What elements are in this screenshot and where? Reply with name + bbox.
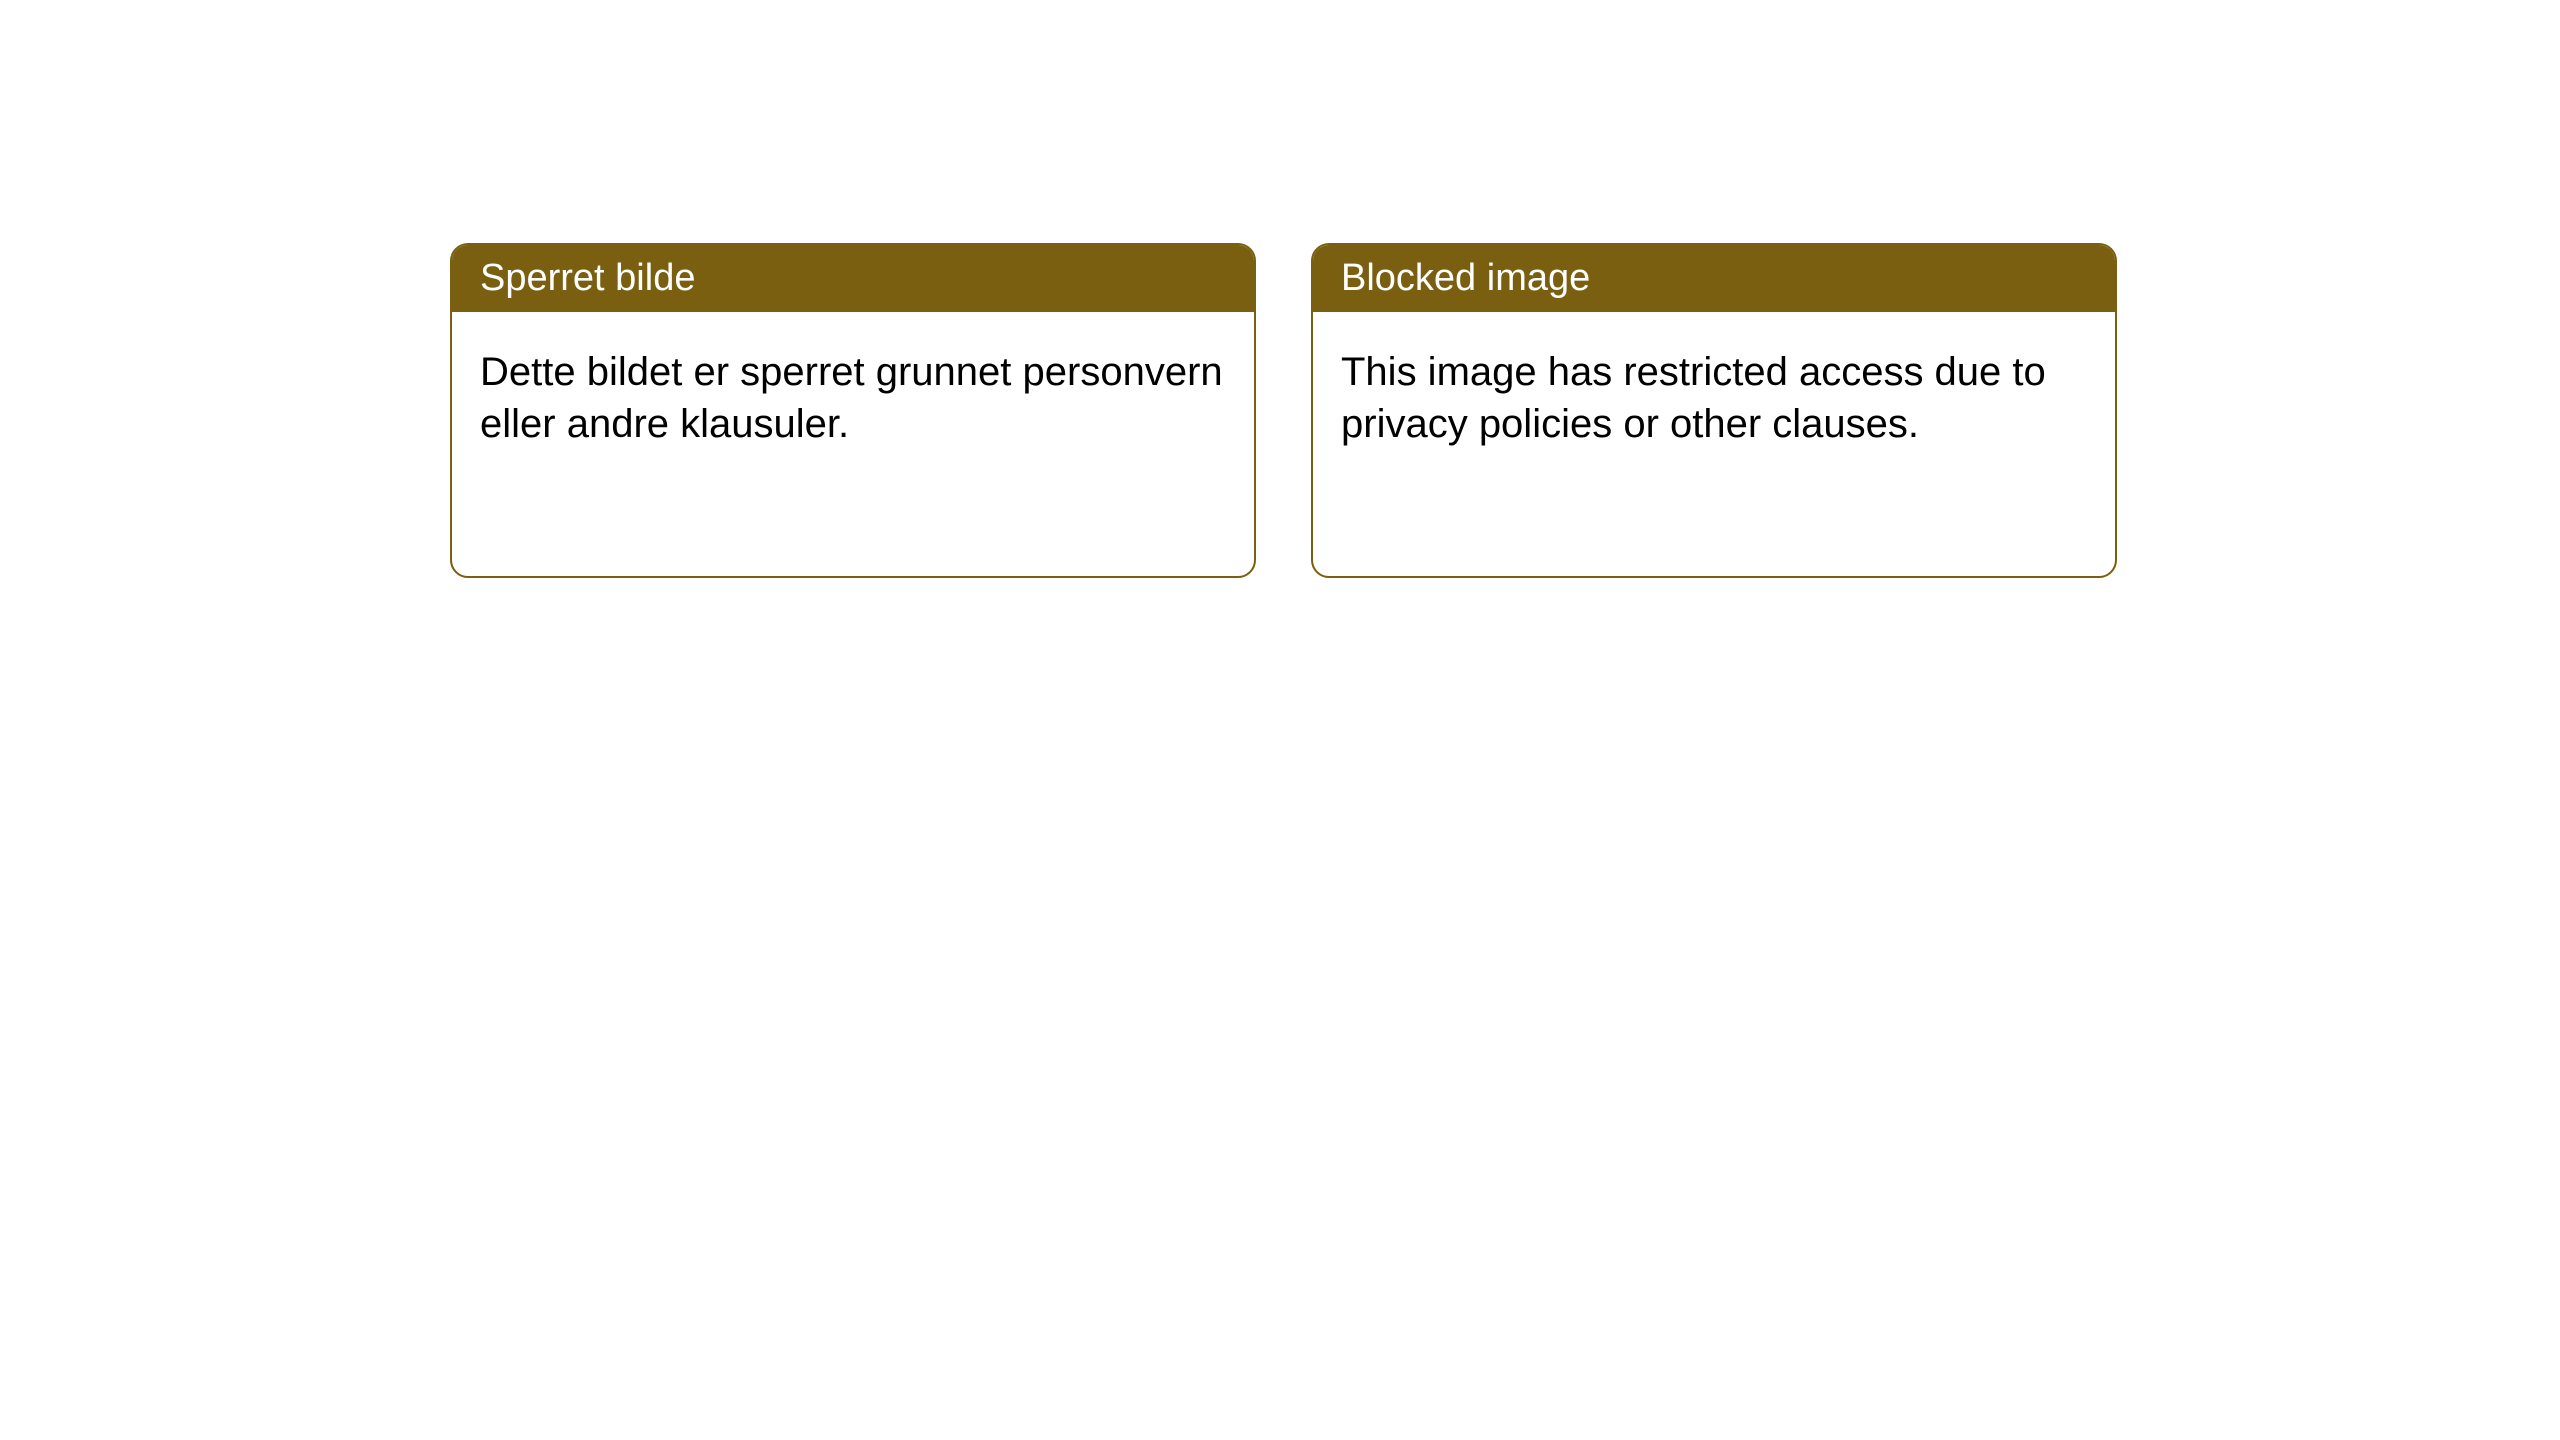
card-body-text: This image has restricted access due to …: [1341, 350, 2046, 446]
card-header: Blocked image: [1313, 245, 2115, 312]
blocked-image-card-english: Blocked image This image has restricted …: [1311, 243, 2117, 578]
card-body: This image has restricted access due to …: [1313, 312, 2115, 484]
card-header: Sperret bilde: [452, 245, 1254, 312]
card-header-text: Blocked image: [1341, 257, 1590, 299]
card-body: Dette bildet er sperret grunnet personve…: [452, 312, 1254, 484]
blocked-image-cards: Sperret bilde Dette bildet er sperret gr…: [450, 243, 2117, 578]
blocked-image-card-norwegian: Sperret bilde Dette bildet er sperret gr…: [450, 243, 1256, 578]
card-header-text: Sperret bilde: [480, 257, 695, 299]
card-body-text: Dette bildet er sperret grunnet personve…: [480, 350, 1223, 446]
